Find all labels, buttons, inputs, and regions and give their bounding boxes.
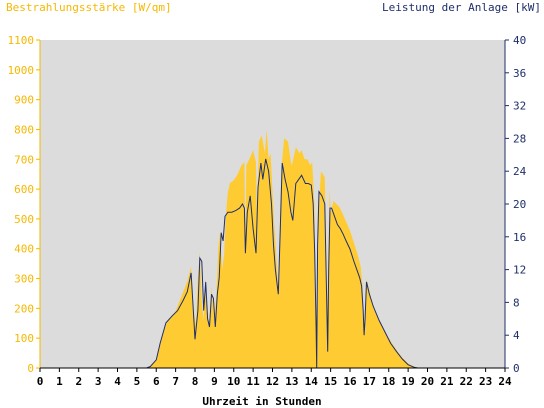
x-tick-label: 13 (285, 375, 298, 388)
x-ticks: 0 1 2 3 4 5 6 7 8 9 10 11 12 13 14 15 16 17 18 19 20 21 22 23 24 (37, 368, 512, 388)
x-tick-label: 12 (266, 375, 279, 388)
right-tick-label: 16 (513, 231, 526, 244)
power-line (40, 158, 505, 369)
left-tick-label: 600 (14, 183, 34, 196)
x-tick-label: 15 (324, 375, 337, 388)
x-tick-label: 19 (402, 375, 415, 388)
x-tick-label: 9 (211, 375, 218, 388)
right-axis-title: Leistung der Anlage [kW] (382, 1, 541, 14)
right-tick-label: 24 (513, 165, 527, 178)
x-tick-label: 1 (56, 375, 63, 388)
right-tick-label: 0 (513, 362, 520, 375)
right-tick-label: 20 (513, 198, 526, 211)
x-tick-label: 16 (343, 375, 357, 388)
x-tick-label: 8 (192, 375, 199, 388)
left-tick-label: 1000 (8, 64, 35, 77)
left-tick-label: 0 (27, 362, 34, 375)
x-tick-label: 0 (37, 375, 44, 388)
left-tick-label: 300 (14, 273, 34, 286)
left-tick-label: 800 (14, 123, 34, 136)
right-tick-label: 4 (513, 329, 520, 342)
x-tick-label: 18 (382, 375, 395, 388)
x-tick-label: 3 (95, 375, 102, 388)
left-tick-label: 900 (14, 94, 34, 107)
right-tick-label: 8 (513, 296, 520, 309)
x-tick-label: 22 (460, 375, 473, 388)
left-tick-label: 100 (14, 332, 34, 345)
x-tick-label: 4 (114, 375, 121, 388)
x-tick-label: 21 (440, 375, 454, 388)
x-tick-label: 23 (479, 375, 492, 388)
left-ticks: 0 100 200 300 400 500 600 700 800 900 1000 1100 (8, 34, 40, 375)
x-tick-label: 11 (247, 375, 261, 388)
irradiance-area (40, 129, 505, 368)
right-tick-label: 12 (513, 264, 526, 277)
x-tick-label: 7 (172, 375, 179, 388)
left-tick-label: 400 (14, 243, 34, 256)
x-tick-label: 6 (153, 375, 160, 388)
right-tick-label: 36 (513, 67, 526, 80)
x-tick-label: 2 (75, 375, 82, 388)
right-ticks: 0 4 8 12 16 20 24 28 32 36 40 (505, 34, 527, 375)
right-tick-label: 32 (513, 100, 526, 113)
left-tick-label: 200 (14, 302, 34, 315)
x-tick-label: 17 (363, 375, 376, 388)
x-tick-label: 10 (227, 375, 240, 388)
x-tick-label: 24 (498, 375, 512, 388)
left-tick-label: 1100 (8, 34, 35, 47)
x-tick-label: 5 (134, 375, 141, 388)
x-tick-label: 14 (305, 375, 319, 388)
x-axis-label: Uhrzeit in Stunden (202, 395, 321, 408)
left-axis-title: Bestrahlungsstärke [W/qm] (6, 1, 172, 14)
right-tick-label: 28 (513, 132, 526, 145)
right-tick-label: 40 (513, 34, 526, 47)
left-tick-label: 500 (14, 213, 34, 226)
left-tick-label: 700 (14, 153, 34, 166)
x-tick-label: 20 (421, 375, 434, 388)
